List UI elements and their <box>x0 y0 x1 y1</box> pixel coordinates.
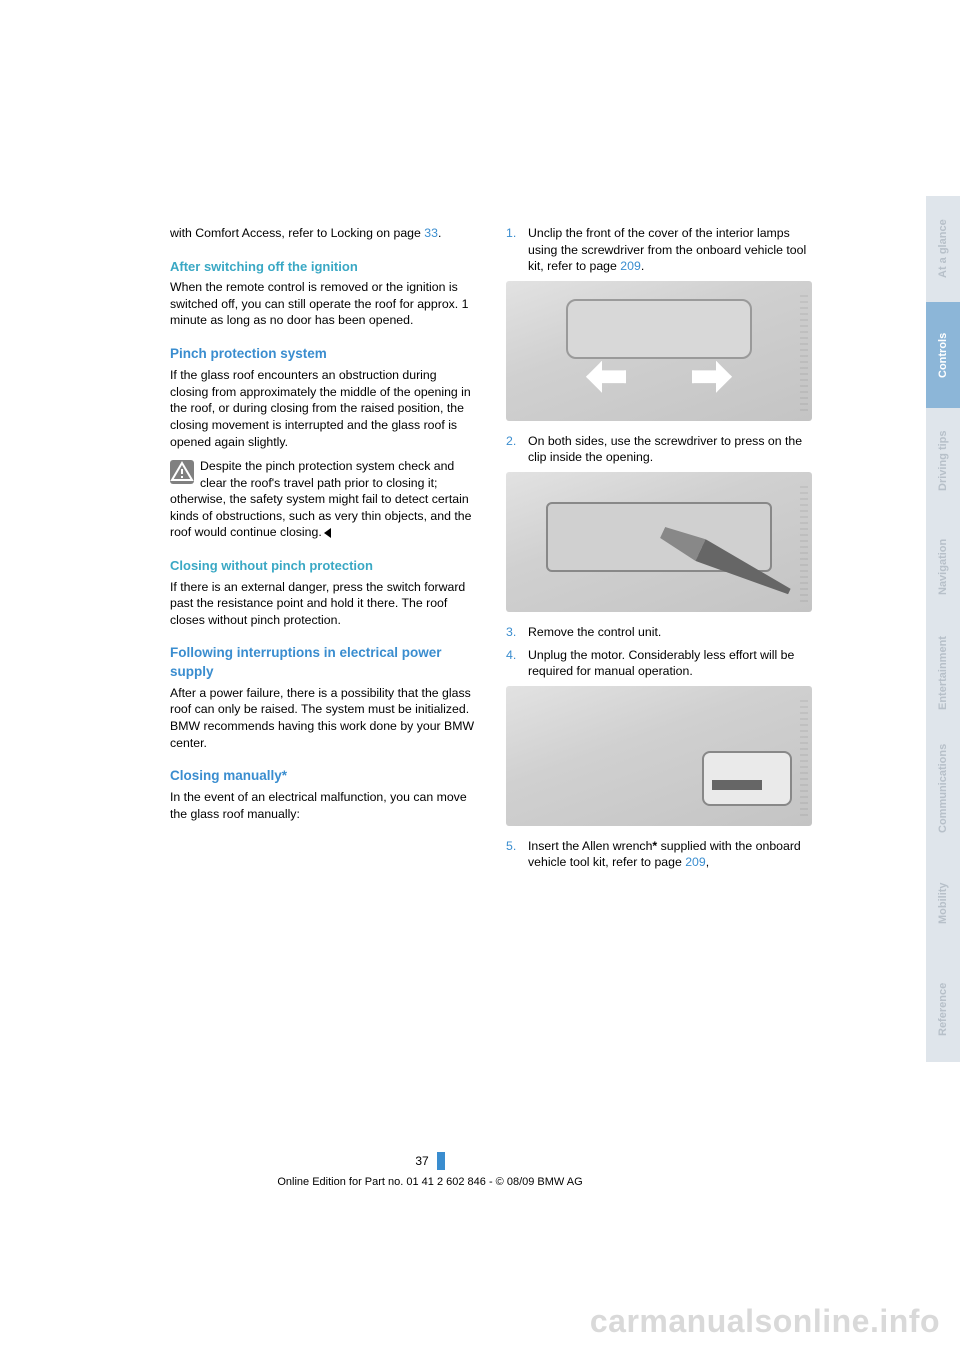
heading-power-interruption: Following interruptions in electrical po… <box>170 644 476 680</box>
figure-3 <box>506 686 812 826</box>
heading-pinch-protection: Pinch protection system <box>170 345 476 363</box>
tab-reference[interactable]: Reference <box>926 956 960 1062</box>
paragraph-closing-manually: In the event of an electrical malfunctio… <box>170 789 476 822</box>
step-5-c: , <box>706 855 709 869</box>
watermark: carmanualsonline.info <box>590 1303 940 1340</box>
tab-navigation[interactable]: Navigation <box>926 514 960 620</box>
page-number-block: 37 <box>0 1152 860 1170</box>
step-5-a: Insert the Allen wrench <box>528 839 652 853</box>
paragraph-power-interruption: After a power failure, there is a possib… <box>170 685 476 751</box>
section-tabs: At a glanceControlsDriving tipsNavigatio… <box>926 196 960 1358</box>
paragraph-after-ignition: When the remote control is removed or th… <box>170 279 476 329</box>
heading-closing-manually-text: Closing manually <box>170 768 282 783</box>
page-link-209b[interactable]: 209 <box>685 855 706 869</box>
asterisk-icon: * <box>282 768 287 783</box>
steps-list-3: 3. Remove the control unit. 4. Unplug th… <box>506 624 812 680</box>
step-3: 3. Remove the control unit. <box>506 624 812 641</box>
page-link-33[interactable]: 33 <box>424 226 438 240</box>
step-4-text: Unplug the motor. Considerably less effo… <box>528 647 812 680</box>
tab-at-a-glance[interactable]: At a glance <box>926 196 960 302</box>
step-num: 5. <box>506 838 528 871</box>
steps-list-4: 5. Insert the Allen wrench* supplied wit… <box>506 838 812 871</box>
figure-2 <box>506 472 812 612</box>
step-2-text: On both sides, use the screwdriver to pr… <box>528 433 812 466</box>
figure-1 <box>506 281 812 421</box>
page-number-bar <box>437 1152 445 1170</box>
step-1-a: Unclip the front of the cover of the int… <box>528 226 806 273</box>
intro-paragraph: with Comfort Access, refer to Locking on… <box>170 225 476 242</box>
warning-text: Despite the pinch protection system chec… <box>170 459 471 539</box>
tab-mobility[interactable]: Mobility <box>926 850 960 956</box>
footer-line: Online Edition for Part no. 01 41 2 602 … <box>0 1176 860 1188</box>
step-5-text: Insert the Allen wrench* supplied with t… <box>528 838 812 871</box>
tab-controls[interactable]: Controls <box>926 302 960 408</box>
heading-closing-manually: Closing manually* <box>170 767 476 785</box>
steps-list: 1. Unclip the front of the cover of the … <box>506 225 812 275</box>
intro-text-a: with Comfort Access, refer to Locking on… <box>170 226 424 240</box>
step-num: 3. <box>506 624 528 641</box>
step-1-text: Unclip the front of the cover of the int… <box>528 225 812 275</box>
warning-icon <box>170 460 194 484</box>
tab-entertainment[interactable]: Entertainment <box>926 620 960 726</box>
heading-after-ignition: After switching off the ignition <box>170 258 476 276</box>
step-num: 2. <box>506 433 528 466</box>
step-3-text: Remove the control unit. <box>528 624 812 641</box>
paragraph-closing-no-pinch: If there is an external danger, press th… <box>170 579 476 629</box>
step-1-b: . <box>641 259 644 273</box>
step-5: 5. Insert the Allen wrench* supplied wit… <box>506 838 812 871</box>
step-2: 2. On both sides, use the screwdriver to… <box>506 433 812 466</box>
intro-text-b: . <box>438 226 441 240</box>
tab-communications[interactable]: Communications <box>926 726 960 850</box>
steps-list-2: 2. On both sides, use the screwdriver to… <box>506 433 812 466</box>
warning-block: Despite the pinch protection system chec… <box>170 458 476 541</box>
heading-closing-no-pinch: Closing without pinch protection <box>170 557 476 575</box>
end-mark-icon <box>324 528 331 538</box>
page-number: 37 <box>415 1154 434 1168</box>
step-4: 4. Unplug the motor. Considerably less e… <box>506 647 812 680</box>
right-column: 1. Unclip the front of the cover of the … <box>506 225 812 1358</box>
step-num: 1. <box>506 225 528 275</box>
paragraph-pinch-protection: If the glass roof encounters an obstruct… <box>170 367 476 450</box>
tab-driving-tips[interactable]: Driving tips <box>926 408 960 514</box>
step-1: 1. Unclip the front of the cover of the … <box>506 225 812 275</box>
left-column: with Comfort Access, refer to Locking on… <box>170 225 476 1358</box>
step-num: 4. <box>506 647 528 680</box>
page-link-209a[interactable]: 209 <box>620 259 641 273</box>
